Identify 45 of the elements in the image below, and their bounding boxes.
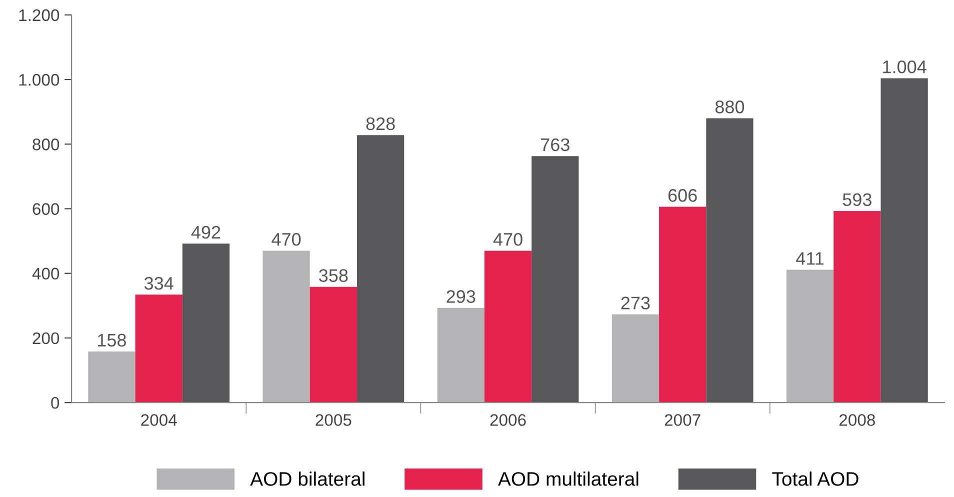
bar (834, 211, 881, 403)
x-tick-label: 2008 (839, 414, 875, 426)
bar (310, 286, 357, 403)
y-tick-label: 400 (32, 268, 60, 280)
bar (659, 206, 706, 403)
data-label: 880 (715, 100, 744, 114)
y-tick-label: 1.200 (19, 9, 60, 22)
y-tick-label: 1.000 (19, 74, 60, 86)
x-tick-label: 2007 (664, 414, 700, 426)
bar (356, 135, 404, 403)
bar (484, 250, 532, 403)
bar (88, 352, 136, 403)
bar (135, 294, 182, 403)
bar (706, 118, 754, 403)
bar (612, 314, 660, 403)
bar (786, 270, 834, 403)
bar (437, 308, 484, 403)
y-tick-label: 600 (32, 203, 60, 215)
legend-label: AOD multilateral (498, 472, 638, 486)
x-tick-label: 2005 (316, 414, 352, 426)
y-tick-label: 0 (51, 396, 60, 409)
data-label: 828 (366, 117, 395, 130)
bar (182, 244, 230, 403)
legend-label: AOD bilateral (250, 472, 364, 486)
data-label: 606 (668, 189, 697, 202)
x-tick-label: 2004 (141, 414, 177, 426)
data-label: 358 (319, 269, 348, 282)
data-label: 334 (144, 276, 174, 290)
legend-label: Total AOD (772, 472, 858, 486)
data-label: 158 (98, 334, 126, 347)
x-tick-label: 2006 (490, 414, 526, 426)
data-label: 1.004 (883, 60, 926, 74)
data-label: 492 (191, 226, 220, 239)
data-label: 593 (842, 193, 872, 206)
data-label: 293 (446, 290, 476, 303)
bar (532, 156, 579, 403)
bar (262, 250, 310, 403)
data-label: 411 (796, 252, 824, 265)
data-label: 470 (272, 232, 301, 246)
data-label: 470 (493, 232, 522, 246)
data-label: 763 (541, 138, 570, 152)
y-tick-label: 800 (32, 138, 60, 150)
bar (880, 78, 928, 403)
data-label: 273 (621, 296, 650, 310)
y-tick-label: 200 (32, 332, 60, 344)
